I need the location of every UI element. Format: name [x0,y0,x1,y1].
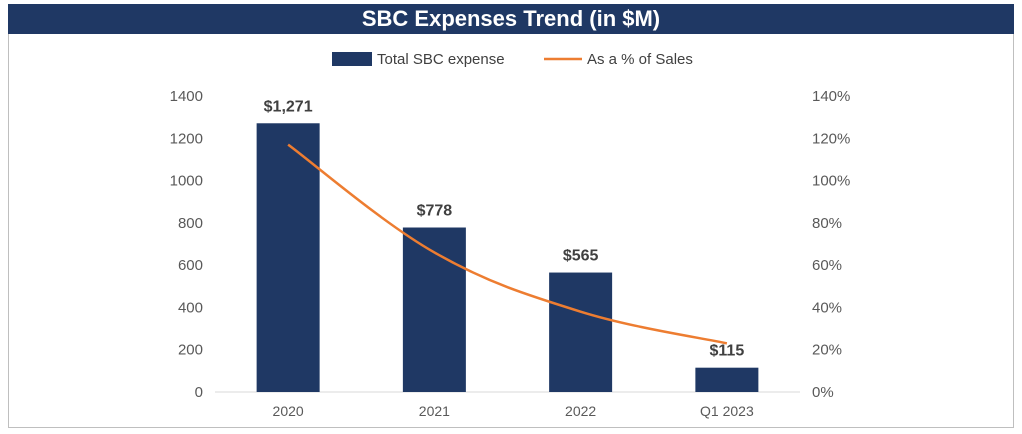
left-axis-tick-label: 800 [178,215,203,232]
legend-swatch-bar [332,52,372,66]
left-axis-tick-label: 600 [178,257,203,274]
x-axis-tick-label: 2021 [419,403,450,419]
legend-label-bar: Total SBC expense [377,51,505,68]
chart-area-border [8,34,1014,428]
left-axis-tick-label: 1000 [170,173,203,190]
right-axis-tick-label: 60% [812,257,842,274]
left-axis-tick-label: 400 [178,299,203,316]
bar [256,123,320,392]
left-axis-tick-label: 1400 [170,88,203,105]
legend-label-line: As a % of Sales [587,51,693,68]
bar-data-label: $565 [563,248,599,265]
bar [695,367,759,392]
bar [549,272,613,392]
x-axis-tick-label: Q1 2023 [700,403,754,419]
x-axis-tick-label: 2022 [565,403,596,419]
left-axis-tick-label: 200 [178,342,203,359]
bar-data-label: $778 [417,203,453,220]
right-axis-tick-label: 140% [812,88,850,105]
right-axis-tick-label: 20% [812,342,842,359]
right-axis-tick-label: 120% [812,130,850,147]
right-axis-tick-label: 100% [812,173,850,190]
left-axis-tick-label: 1200 [170,130,203,147]
bar-data-label: $115 [710,343,745,360]
chart-title: SBC Expenses Trend (in $M) [8,4,1014,34]
left-axis-tick-label: 0 [195,384,203,401]
bar [402,227,466,392]
right-axis-tick-label: 80% [812,215,842,232]
line-series-sales-pct [287,143,728,345]
x-axis-tick-label: 2020 [273,403,304,419]
bar-data-label: $1,271 [264,98,313,115]
right-axis-tick-label: 0% [812,384,834,401]
right-axis-tick-label: 40% [812,299,842,316]
